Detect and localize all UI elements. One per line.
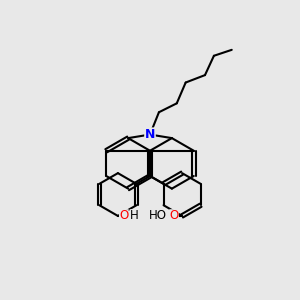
Text: N: N — [145, 128, 155, 141]
Text: H: H — [130, 209, 139, 222]
Text: HO: HO — [149, 209, 167, 222]
Text: O: O — [169, 209, 179, 222]
Text: O: O — [119, 209, 128, 222]
